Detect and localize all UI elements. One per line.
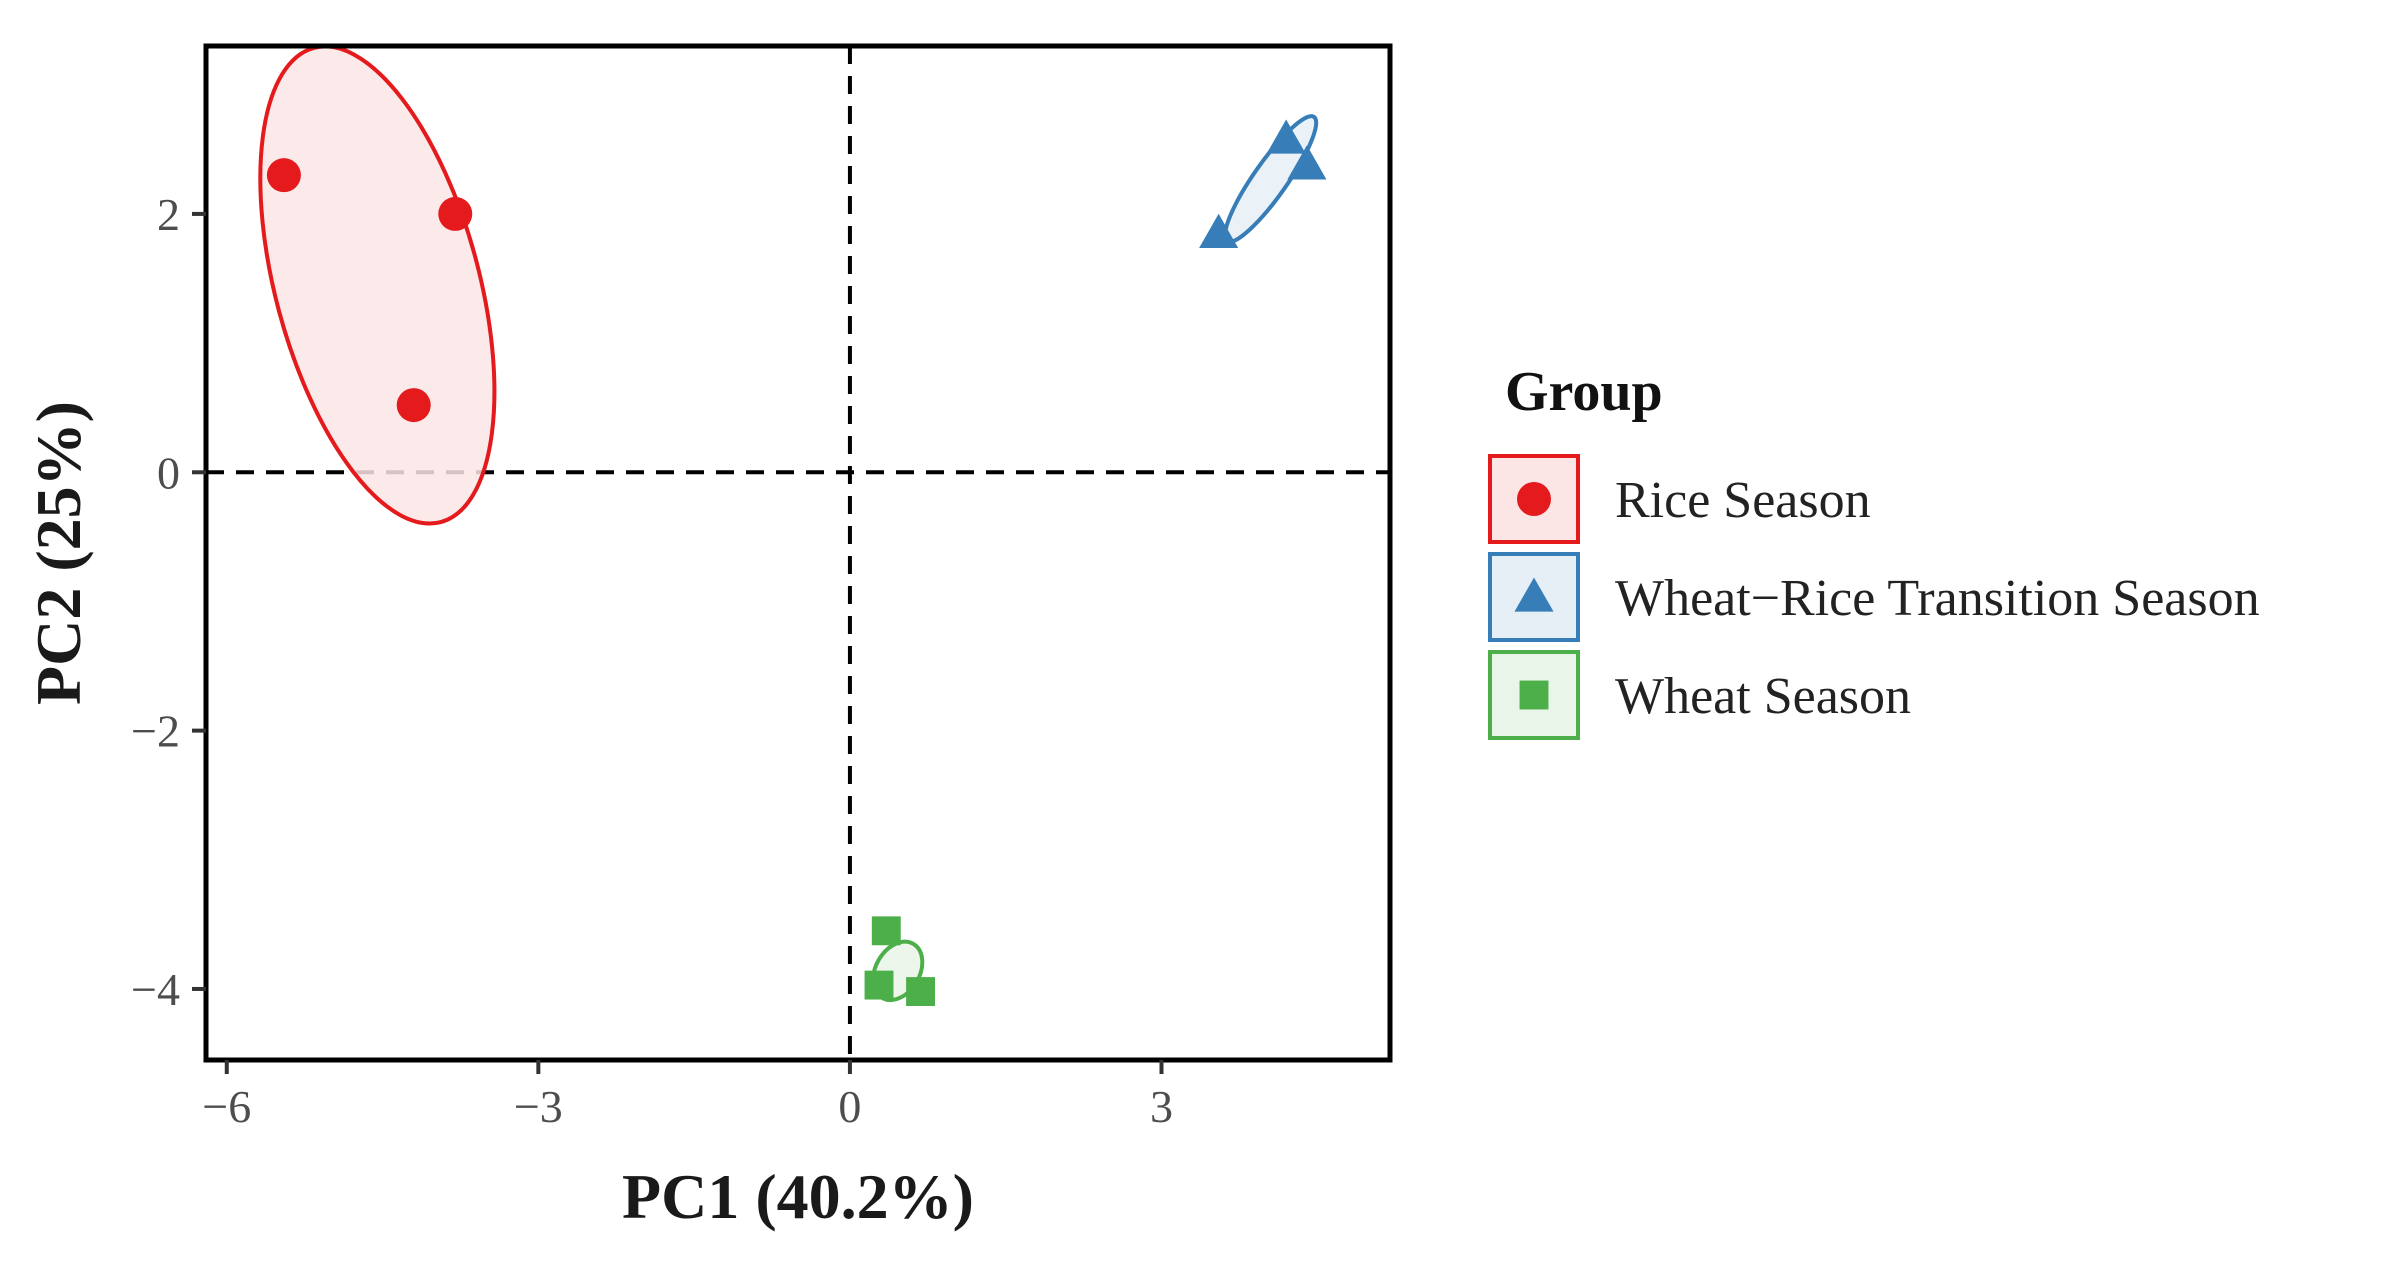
data-point-1-1 — [1287, 145, 1327, 180]
plot-area — [206, 44, 1390, 1060]
y-axis-title: PC2 (25%) — [23, 401, 94, 705]
data-point-0-2 — [396, 388, 431, 423]
legend-title: Group — [1505, 361, 1663, 423]
data-point-1-0 — [1266, 119, 1306, 154]
data-point-2-1 — [864, 970, 894, 1000]
x-tick-label: 0 — [838, 1081, 861, 1132]
confidence-ellipse-0 — [258, 44, 497, 526]
y-tick-label: 2 — [157, 189, 180, 240]
data-point-2-2 — [906, 977, 936, 1006]
data-point-0-0 — [266, 158, 301, 193]
plot-border — [203, 43, 1393, 1063]
x-tick-label: 3 — [1150, 1081, 1173, 1132]
legend-label-0: Rice Season — [1615, 472, 1871, 529]
data-point-1-2 — [1199, 213, 1239, 248]
x-axis-title: PC1 (40.2%) — [622, 1161, 974, 1232]
legend-label-1: Wheat−Rice Transition Season — [1615, 570, 2260, 627]
legend-marker-2 — [1519, 680, 1549, 710]
legend-key-0 — [1488, 454, 1580, 544]
legend-label-2: Wheat Season — [1615, 668, 1911, 725]
legend: Group Rice Season Wheat−Rice Transition S… — [1488, 361, 2260, 740]
y-tick-label: −4 — [131, 964, 180, 1015]
y-tick-label: −2 — [131, 706, 180, 757]
legend-marker-0 — [1517, 482, 1551, 516]
data-point-0-1 — [438, 196, 473, 231]
x-tick-label: −6 — [202, 1081, 251, 1132]
x-tick-label: −3 — [514, 1081, 563, 1132]
data-point-2-0 — [871, 916, 901, 946]
y-tick-label: 0 — [157, 447, 180, 498]
axes: −6 −3 0 3 2 0 −2 −4 — [131, 43, 1393, 1132]
legend-marker-1 — [1514, 577, 1554, 612]
